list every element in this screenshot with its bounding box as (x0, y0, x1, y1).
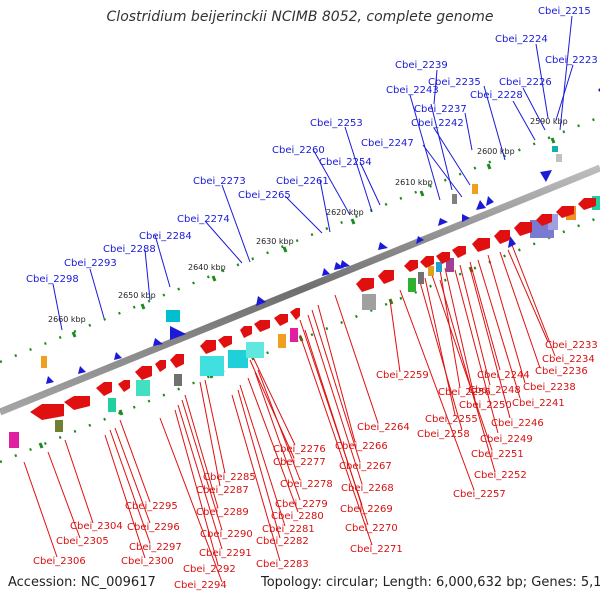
gene-label: Cbei_2258 (417, 429, 470, 440)
gene-label: Cbei_2271 (350, 544, 403, 555)
gene-label: Cbei_2256 (438, 387, 491, 398)
gene-label: Cbei_2242 (411, 118, 464, 129)
gene-label: Cbei_2292 (183, 564, 236, 575)
gene-label: Cbei_2249 (480, 434, 533, 445)
gene-label: Cbei_2234 (542, 354, 595, 365)
gene-label: Cbei_2254 (319, 157, 372, 168)
gene-label: Cbei_2246 (491, 418, 544, 429)
forward-gene-labels: Cbei_2215 Cbei_2224 Cbei_2223 Cbei_2239 … (26, 6, 598, 285)
gene-label: Cbei_2278 (280, 479, 333, 490)
gene-label: Cbei_2276 (273, 444, 326, 455)
kbp-label: 2590 kbp (530, 117, 568, 126)
gene-label: Cbei_2287 (196, 485, 249, 496)
page-title: Clostridium beijerinckii NCIMB 8052, com… (106, 9, 494, 25)
gene-label: Cbei_2300 (121, 556, 174, 567)
gene-label: Cbei_2235 (428, 77, 481, 88)
gene-label: Cbei_2298 (26, 274, 79, 285)
gene-label: Cbei_2294 (174, 580, 227, 591)
gene-label: Cbei_2226 (499, 77, 552, 88)
gene-label: Cbei_2273 (193, 176, 246, 187)
gene-label: Cbei_2304 (70, 521, 123, 532)
gene-label: Cbei_2261 (276, 176, 329, 187)
kbp-label: 2610 kbp (395, 178, 433, 187)
gene-label: Cbei_2215 (538, 6, 591, 17)
gene-label: Cbei_2248 (468, 385, 521, 396)
kbp-label: 2630 kbp (256, 237, 294, 246)
gene-label: Cbei_2283 (256, 559, 309, 570)
gene-label: Cbei_2253 (310, 118, 363, 129)
kbp-label: 2600 kbp (477, 147, 515, 156)
gene-label: Cbei_2291 (199, 548, 252, 559)
kbp-label: 2640 kbp (188, 263, 226, 272)
gene-label: Cbei_2277 (273, 457, 326, 468)
gene-label: Cbei_2257 (453, 489, 506, 500)
gene-label: Cbei_2305 (56, 536, 109, 547)
kbp-labels: 2590 kbp 2600 kbp 2610 kbp 2620 kbp 2630… (48, 117, 568, 324)
gene-label: Cbei_2250 (459, 400, 512, 411)
gene-label: Cbei_2295 (125, 501, 178, 512)
reverse-strand-genes (30, 198, 596, 420)
gene-label: Cbei_2281 (262, 524, 315, 535)
gene-label: Cbei_2255 (425, 414, 478, 425)
lower-leader-lines (23, 244, 556, 583)
gene-label: Cbei_2228 (470, 90, 523, 101)
gene-label: Cbei_2252 (474, 470, 527, 481)
upper-major-ticks (71, 137, 556, 338)
gene-label: Cbei_2223 (545, 55, 598, 66)
kbp-label: 2620 kbp (326, 208, 364, 217)
gene-label: Cbei_2243 (386, 85, 439, 96)
gene-label: Cbei_2280 (271, 511, 324, 522)
gene-label: Cbei_2241 (512, 398, 565, 409)
gene-label: Cbei_2266 (335, 441, 388, 452)
genome-summary-text: Topology: circular; Length: 6,000,632 bp… (261, 575, 600, 590)
reverse-gene-labels: Cbei_2233 Cbei_2234 Cbei_2236 Cbei_2238 … (33, 340, 598, 591)
genome-backbone (0, 164, 600, 416)
gene-label: Cbei_2233 (545, 340, 598, 351)
gene-label: Cbei_2293 (64, 258, 117, 269)
gene-label: Cbei_2238 (523, 382, 576, 393)
gene-label: Cbei_2269 (340, 504, 393, 515)
gene-label: Cbei_2224 (495, 34, 548, 45)
gene-label: Cbei_2270 (345, 523, 398, 534)
gene-label: Cbei_2259 (376, 370, 429, 381)
gene-label: Cbei_2296 (127, 522, 180, 533)
gene-label: Cbei_2239 (395, 60, 448, 71)
gene-label: Cbei_2290 (200, 529, 253, 540)
accession-text: Accession: NC_009617 (8, 575, 156, 590)
gene-label: Cbei_2236 (535, 366, 588, 377)
kbp-label: 2660 kbp (48, 315, 86, 324)
kbp-label: 2650 kbp (118, 291, 156, 300)
gene-label: Cbei_2264 (357, 422, 410, 433)
gene-label: Cbei_2288 (103, 244, 156, 255)
gene-label: Cbei_2260 (272, 145, 325, 156)
gene-label: Cbei_2289 (196, 507, 249, 518)
gene-label: Cbei_2268 (341, 483, 394, 494)
gene-label: Cbei_2282 (256, 536, 309, 547)
gene-label: Cbei_2265 (238, 190, 291, 201)
gene-label: Cbei_2274 (177, 214, 230, 225)
gene-label: Cbei_2247 (361, 138, 414, 149)
gene-label: Cbei_2297 (129, 542, 182, 553)
gene-label: Cbei_2285 (203, 472, 256, 483)
upper-leader-lines (52, 15, 574, 331)
gene-label: Cbei_2284 (139, 231, 192, 242)
gene-label: Cbei_2306 (33, 556, 86, 567)
forward-strand-genes (46, 88, 600, 384)
gene-label: Cbei_2244 (477, 370, 530, 381)
gene-label: Cbei_2251 (471, 449, 524, 460)
gene-label: Cbei_2237 (414, 104, 467, 115)
gene-label: Cbei_2279 (275, 499, 328, 510)
gene-label: Cbei_2267 (339, 461, 392, 472)
